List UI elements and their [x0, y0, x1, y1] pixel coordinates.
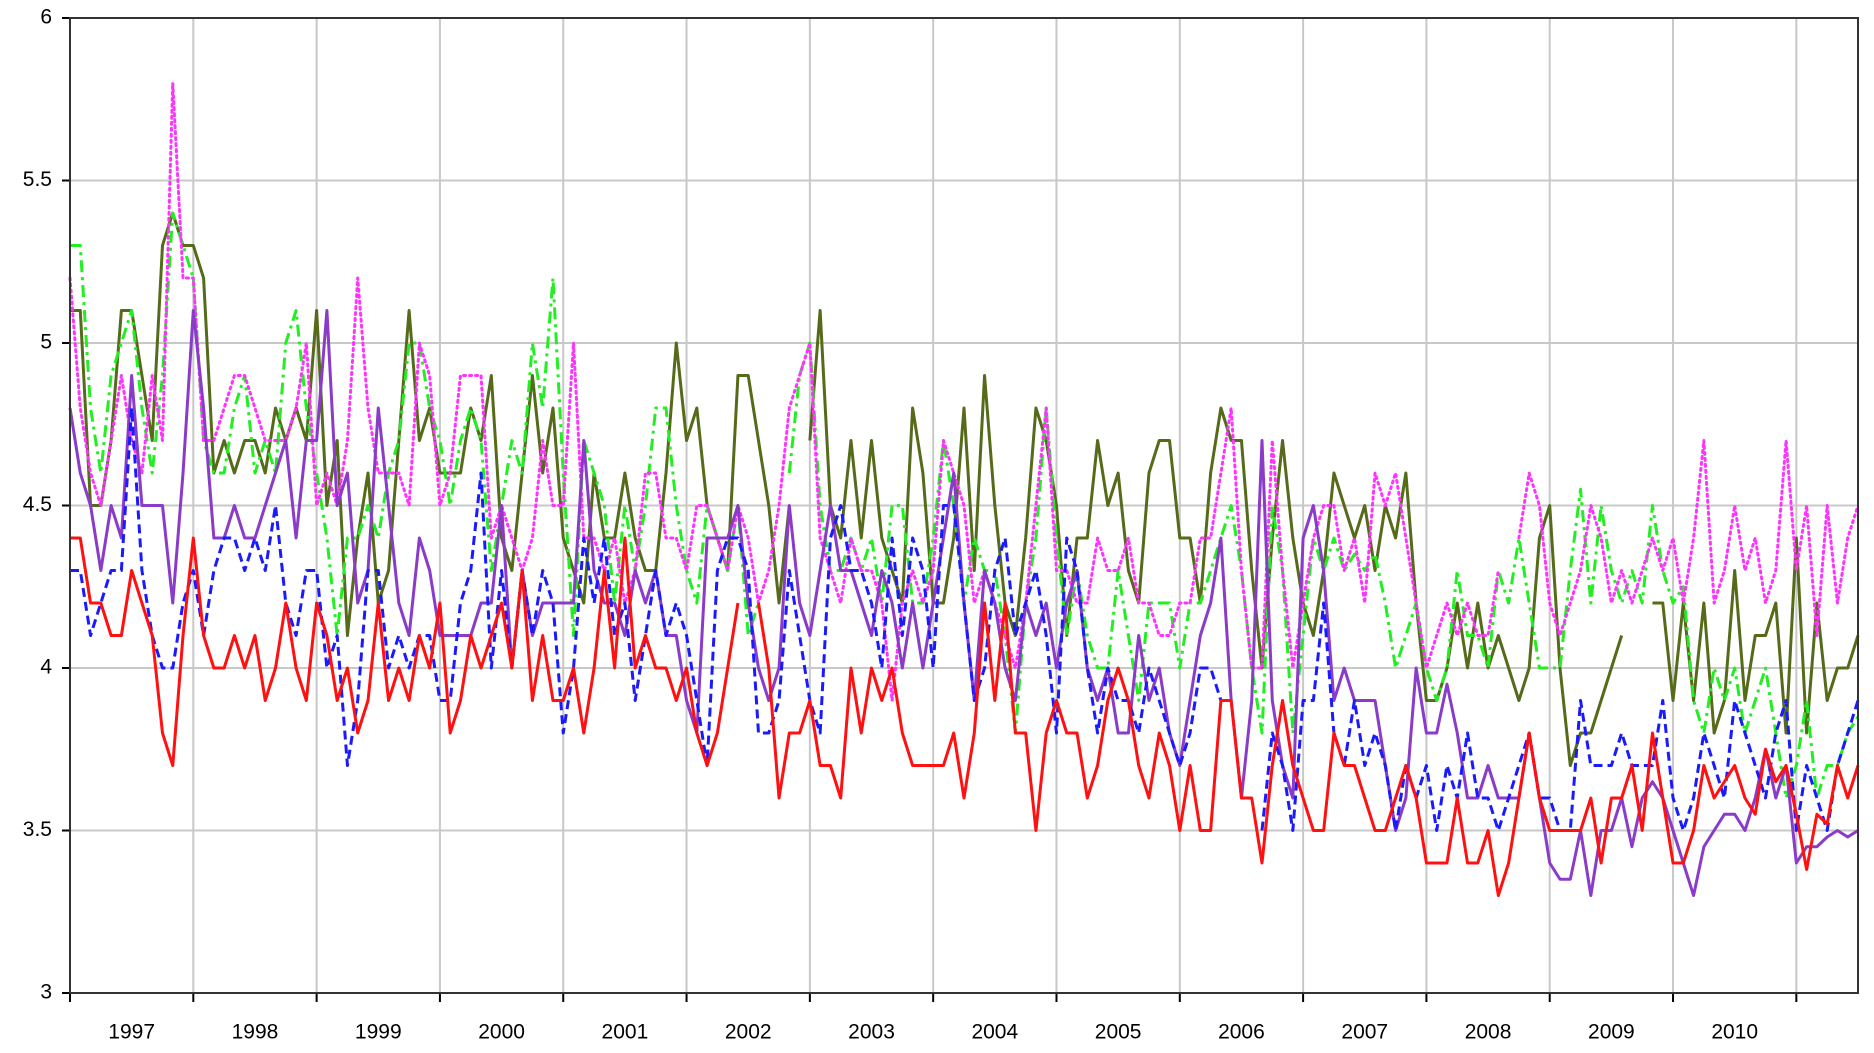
x-tick-label: 2004	[971, 1021, 1018, 1044]
y-tick-label: 3.5	[23, 818, 52, 841]
x-tick-label: 2002	[725, 1021, 772, 1044]
x-tick-label: 2000	[478, 1021, 525, 1044]
x-tick-label: 2005	[1095, 1021, 1142, 1044]
x-tick-label: 2006	[1218, 1021, 1265, 1044]
x-tick-label: 2001	[602, 1021, 649, 1044]
x-tick-label: 2008	[1465, 1021, 1512, 1044]
x-tick-label: 1999	[355, 1021, 402, 1044]
series-line	[70, 211, 1860, 800]
x-tick-label: 1998	[232, 1021, 279, 1044]
series-lines	[68, 81, 1860, 897]
x-tick-label: 2009	[1588, 1021, 1635, 1044]
x-tick-label: 2003	[848, 1021, 895, 1044]
y-tick-label: 4.5	[23, 493, 52, 516]
x-tick-label: 2007	[1341, 1021, 1388, 1044]
y-tick-label: 5.5	[23, 168, 52, 191]
series-line	[70, 536, 1860, 897]
plot-frame	[69, 17, 1859, 994]
series-line	[68, 81, 1860, 702]
axes: 3 3.5 4 4.5 5 5.5 6 1997 1998 1999 2000 2001 2002 200…	[23, 6, 1859, 1044]
x-tick-label: 1997	[108, 1021, 155, 1044]
x-tick-label: 2010	[1711, 1021, 1758, 1044]
y-tick-label: 4	[40, 656, 52, 679]
y-tick-label: 6	[40, 6, 52, 29]
y-tick-label: 5	[40, 331, 52, 354]
y-tick-label: 3	[40, 981, 52, 1004]
